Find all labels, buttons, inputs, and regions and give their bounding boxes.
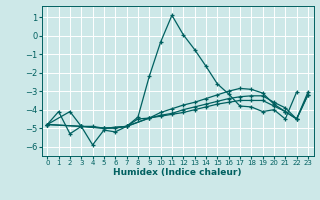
X-axis label: Humidex (Indice chaleur): Humidex (Indice chaleur) xyxy=(113,168,242,177)
